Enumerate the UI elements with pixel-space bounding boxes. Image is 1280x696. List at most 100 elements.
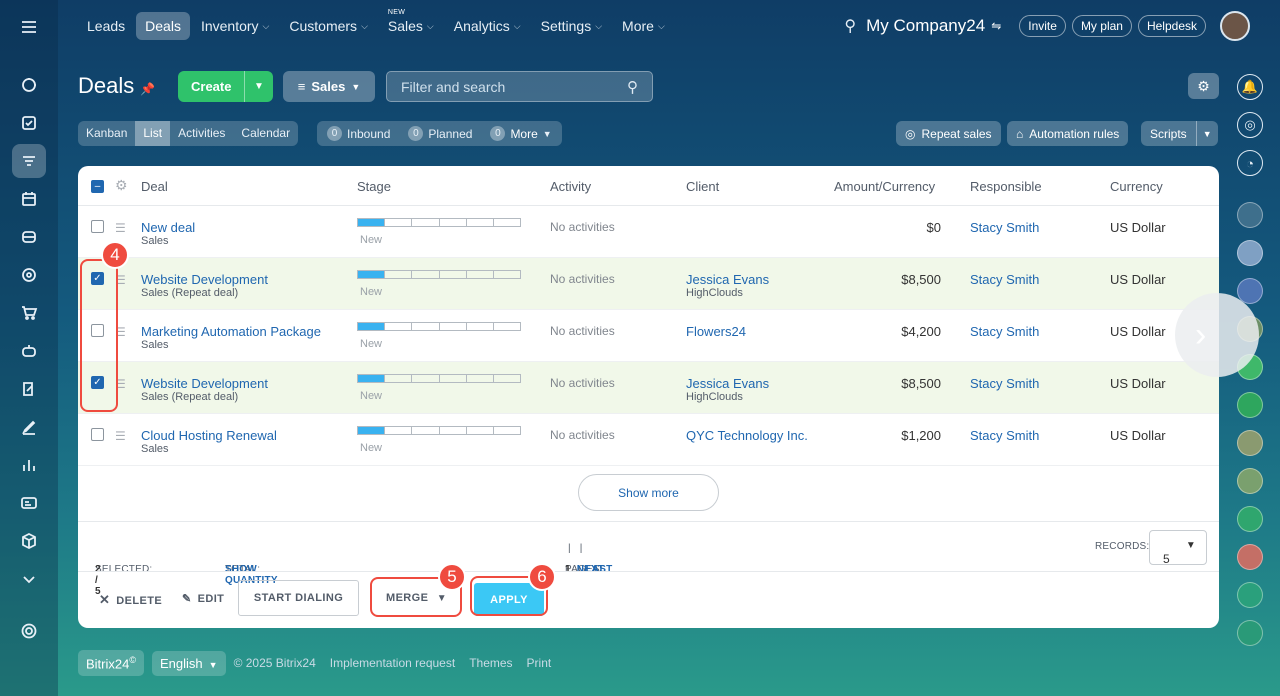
column-activity[interactable]: Activity	[550, 179, 592, 194]
row-checkbox[interactable]	[91, 428, 104, 441]
client-link[interactable]: QYC Technology Inc.	[686, 428, 808, 443]
client-link[interactable]: Flowers24	[686, 324, 746, 339]
robot-icon[interactable]	[12, 334, 46, 368]
records-select[interactable]: 5 ▼	[1149, 530, 1207, 566]
stage-progress[interactable]	[357, 322, 521, 331]
merge-select[interactable]: MERGE ▼	[386, 592, 447, 604]
nav-customers[interactable]: Customers ⌵	[280, 12, 377, 40]
responsible-link[interactable]: Stacy Smith	[970, 220, 1040, 235]
column-settings-icon[interactable]: ⚙	[115, 177, 128, 193]
search-icon[interactable]: ⚲	[844, 18, 857, 35]
table-row[interactable]: ☰ Cloud Hosting Renewal Sales New No activit…	[78, 414, 1219, 466]
counter-planned[interactable]: 0 Planned	[408, 126, 472, 141]
responsible-link[interactable]: Stacy Smith	[970, 324, 1040, 339]
marketing-icon[interactable]	[12, 258, 46, 292]
select-all-checkbox[interactable]: –	[91, 180, 104, 193]
nav-sales[interactable]: NEW Sales ⌵	[379, 9, 443, 40]
nav-settings[interactable]: Settings ⌵	[532, 12, 611, 40]
client-link[interactable]: Jessica Evans	[686, 272, 770, 287]
task-check-icon[interactable]	[1237, 392, 1263, 418]
counter-inbound[interactable]: 0 Inbound	[327, 126, 390, 141]
tab-calendar[interactable]: Calendar	[241, 126, 291, 140]
themes-link[interactable]: Themes	[469, 656, 513, 671]
sign-icon[interactable]	[12, 372, 46, 406]
row-checkbox[interactable]	[91, 220, 104, 233]
implementation-request-link[interactable]: Implementation request	[329, 656, 456, 671]
avatar[interactable]	[1237, 202, 1263, 228]
drag-handle-icon[interactable]: ☰	[115, 429, 126, 443]
calendar-icon[interactable]	[12, 182, 46, 216]
feed-icon[interactable]	[12, 68, 46, 102]
copilot-icon[interactable]: ◎	[1237, 112, 1263, 138]
column-stage[interactable]: Stage	[357, 179, 391, 194]
show-more-button[interactable]: Show more	[578, 474, 719, 511]
avatar[interactable]	[1237, 278, 1263, 304]
deal-link[interactable]: Website Development	[141, 272, 268, 287]
next-page-link[interactable]: NEXT	[576, 564, 605, 575]
last-page-link[interactable]: LAST	[585, 564, 613, 575]
table-row[interactable]: ☰ Marketing Automation Package Sales New No …	[78, 310, 1219, 362]
stage-progress[interactable]	[357, 374, 521, 383]
activity-status[interactable]: No activities	[550, 428, 615, 442]
gear-icon[interactable]: ⚙	[1188, 73, 1219, 99]
column-deal[interactable]: Deal	[141, 179, 168, 194]
scripts-button[interactable]: Scripts ▼	[1141, 121, 1218, 146]
counter-more[interactable]: 0 More ▼	[490, 126, 552, 141]
chevron-down-icon[interactable]: ▼	[244, 71, 273, 102]
bitrix24-logo[interactable]: Bitrix24©	[78, 650, 144, 677]
responsible-link[interactable]: Stacy Smith	[970, 428, 1040, 443]
responsible-link[interactable]: Stacy Smith	[970, 376, 1040, 391]
row-checkbox[interactable]	[91, 324, 104, 337]
user-avatar[interactable]	[1220, 11, 1250, 41]
edit-button[interactable]: ✎ EDIT	[182, 593, 225, 605]
table-row[interactable]: ✓ ☰ Website Development Sales (Repeat deal)…	[78, 258, 1219, 310]
chat-icon[interactable]: ◔	[1237, 150, 1263, 176]
client-link[interactable]: Jessica Evans	[686, 376, 770, 391]
drive-icon[interactable]	[12, 220, 46, 254]
deal-link[interactable]: Cloud Hosting Renewal	[141, 428, 277, 443]
drag-handle-icon[interactable]: ☰	[115, 221, 126, 235]
contact-card-icon[interactable]	[12, 486, 46, 520]
responsible-link[interactable]: Stacy Smith	[970, 272, 1040, 287]
drag-handle-icon[interactable]: ☰	[115, 325, 126, 339]
column-client[interactable]: Client	[686, 179, 720, 194]
tasks-icon[interactable]	[12, 106, 46, 140]
delete-button[interactable]: ✕ DELETE	[99, 592, 163, 607]
notifications-icon[interactable]: 🔔	[1237, 74, 1263, 100]
repeat-sales-button[interactable]: ◎ Repeat sales	[896, 121, 1001, 146]
drag-handle-icon[interactable]: ☰	[115, 273, 126, 287]
nav-deals[interactable]: Deals	[136, 12, 190, 40]
bookmark-icon[interactable]	[1237, 620, 1263, 646]
row-checkbox[interactable]: ✓	[91, 376, 104, 389]
company-name[interactable]: My Company24 ⇋	[866, 16, 1002, 35]
nav-leads[interactable]: Leads	[78, 12, 134, 40]
crm-icon[interactable]	[12, 144, 46, 178]
mail-icon[interactable]	[1237, 506, 1263, 532]
nav-more[interactable]: More ⌵	[613, 12, 674, 40]
stage-progress[interactable]	[357, 218, 521, 227]
activity-status[interactable]: No activities	[550, 220, 615, 234]
chevron-right-icon[interactable]: ›	[1175, 293, 1259, 377]
deal-link[interactable]: New deal	[141, 220, 196, 235]
stage-progress[interactable]	[357, 270, 521, 279]
deal-link[interactable]: Website Development	[141, 376, 268, 391]
drag-handle-icon[interactable]: ☰	[115, 377, 126, 391]
deal-link[interactable]: Marketing Automation Package	[141, 324, 321, 339]
avatar[interactable]	[1237, 430, 1263, 456]
automation-rules-button[interactable]: ⌂ Automation rules	[1007, 121, 1129, 146]
tab-activities[interactable]: Activities	[178, 126, 226, 140]
avatar[interactable]	[1237, 468, 1263, 494]
box-icon[interactable]	[12, 524, 46, 558]
start-dialing-button[interactable]: START DIALING	[238, 580, 359, 616]
menu-icon[interactable]	[12, 10, 46, 44]
table-row[interactable]: ✓ ☰ Website Development Sales (Repeat deal)…	[78, 362, 1219, 414]
column-currency[interactable]: Currency	[1110, 179, 1163, 194]
settings-icon[interactable]	[12, 614, 46, 648]
activity-status[interactable]: No activities	[550, 324, 615, 338]
analytics-icon[interactable]	[12, 448, 46, 482]
tab-kanban[interactable]: Kanban	[86, 126, 128, 140]
avatar[interactable]	[1237, 240, 1263, 266]
pin-icon[interactable]: 📌	[140, 82, 155, 96]
group-icon[interactable]	[1237, 544, 1263, 570]
stage-progress[interactable]	[357, 426, 521, 435]
